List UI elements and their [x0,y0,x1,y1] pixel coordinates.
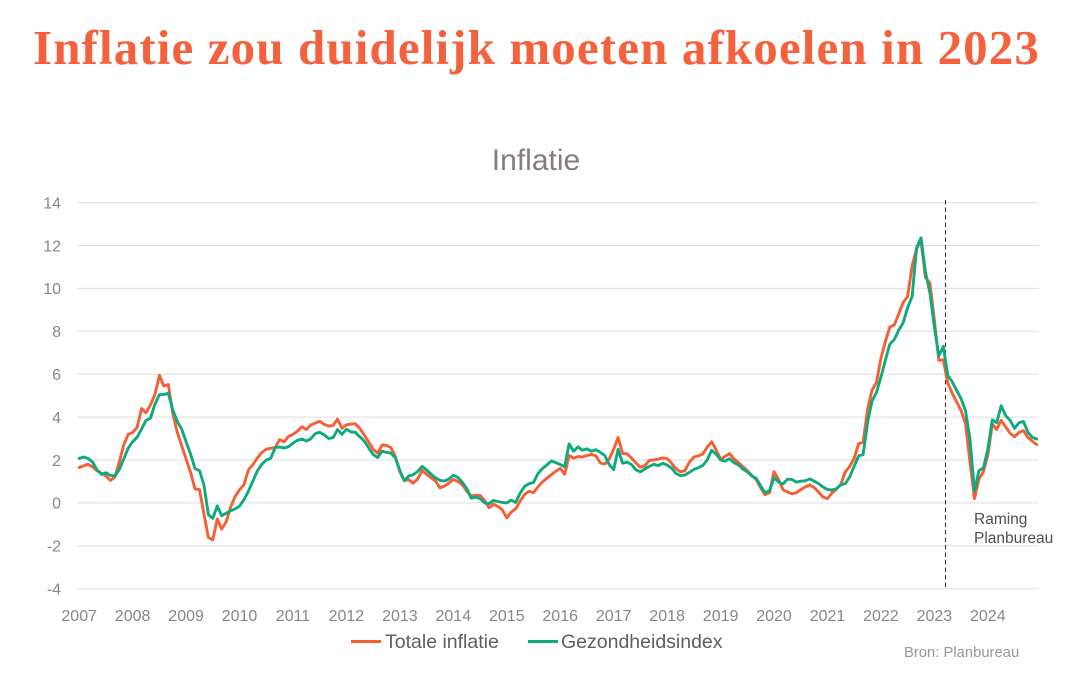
svg-text:2009: 2009 [168,608,204,625]
svg-text:2017: 2017 [596,608,632,625]
svg-text:2021: 2021 [810,608,846,625]
svg-text:12: 12 [43,238,61,255]
svg-text:0: 0 [52,496,61,513]
svg-text:2013: 2013 [382,608,418,625]
svg-text:Bron: Planbureau: Bron: Planbureau [904,645,1019,661]
svg-text:2022: 2022 [863,608,899,625]
svg-text:2023: 2023 [917,608,953,625]
svg-text:Raming: Raming [974,511,1027,528]
svg-text:Totale inflatie: Totale inflatie [385,631,499,653]
svg-text:Gezondheidsindex: Gezondheidsindex [561,631,723,653]
svg-text:Planbureau: Planbureau [974,530,1053,547]
svg-text:-2: -2 [47,539,61,556]
svg-text:2011: 2011 [276,608,311,625]
svg-text:2: 2 [52,453,61,470]
svg-text:2008: 2008 [115,608,151,625]
svg-text:2007: 2007 [61,608,97,625]
svg-text:2014: 2014 [436,608,472,625]
svg-text:14: 14 [43,195,61,212]
svg-text:2015: 2015 [489,608,525,625]
svg-text:2019: 2019 [703,608,739,625]
svg-text:6: 6 [52,367,61,384]
svg-text:2024: 2024 [970,608,1006,625]
svg-text:4: 4 [52,410,61,427]
svg-text:2018: 2018 [649,608,685,625]
svg-text:Inflatie: Inflatie [492,144,580,177]
svg-text:2012: 2012 [329,608,365,625]
svg-text:10: 10 [43,281,61,298]
svg-text:-4: -4 [47,582,61,599]
svg-text:8: 8 [52,324,61,341]
svg-text:2016: 2016 [542,608,578,625]
svg-text:2010: 2010 [222,608,258,625]
svg-text:2020: 2020 [756,608,792,625]
